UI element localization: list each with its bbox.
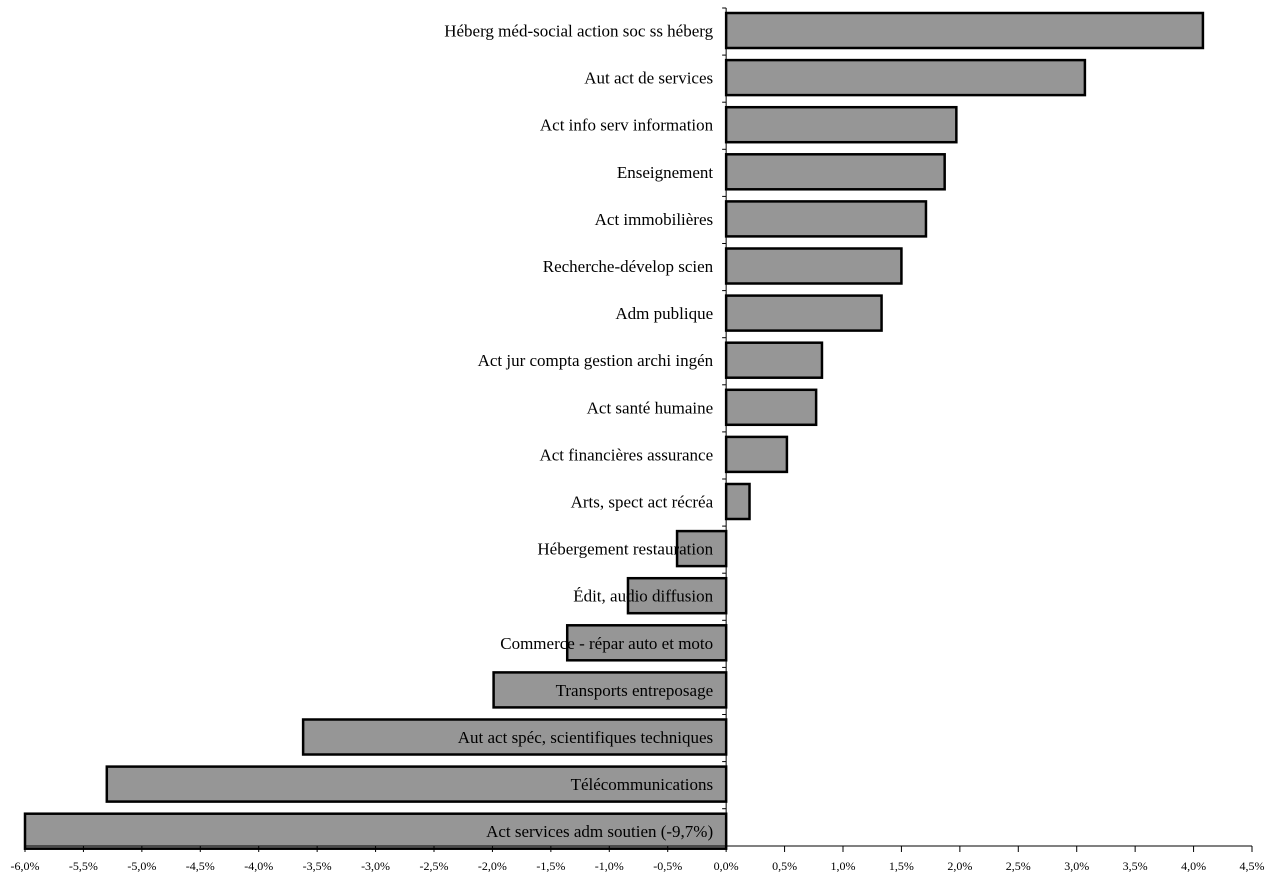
bar-8 (724, 341, 824, 379)
bar-1 (724, 11, 1205, 50)
bar-4 (724, 153, 946, 191)
x-tick-label: -4,0% (244, 859, 273, 873)
bar-7 (724, 294, 883, 332)
category-label: Act info serv information (540, 116, 714, 135)
x-tick-label: -5,5% (69, 859, 98, 873)
x-tick-label: 1,5% (889, 859, 914, 873)
category-labels-group: Héberg méd-social action soc ss héberg Au… (444, 22, 713, 842)
x-tick-label: -2,5% (420, 859, 449, 873)
x-tick-label: 3,5% (1123, 859, 1148, 873)
category-label: Act immobilières (595, 210, 714, 229)
x-tick-label: 4,5% (1240, 859, 1265, 873)
x-tick-label: -1,0% (595, 859, 624, 873)
category-label: Hébergement restauration (537, 540, 713, 559)
bar-16 (301, 718, 728, 756)
bar-5 (724, 200, 928, 238)
bar-3 (724, 105, 958, 144)
x-axis: -6,0% -5,5% -5,0% -4,5% -4,0% -3,5% -3,0% -2,5%… (11, 7, 1265, 873)
category-label: Commerce - répar auto et moto (500, 634, 713, 653)
x-tick-label: 0,0% (714, 859, 739, 873)
bar-9 (724, 388, 818, 427)
bar-12 (675, 529, 728, 568)
x-tick-label: -1,5% (536, 859, 565, 873)
category-label: Adm publique (615, 304, 713, 323)
bar-13 (626, 576, 728, 615)
x-tick-label: -3,0% (361, 859, 390, 873)
category-label: Act santé humaine (587, 398, 714, 417)
bar-6 (724, 247, 903, 285)
x-tick-label: 2,0% (947, 859, 972, 873)
category-label: Act services adm soutien (-9,7%) (486, 822, 713, 841)
x-tick-label: -5,0% (127, 859, 156, 873)
bar-17 (105, 765, 728, 803)
x-tick-label: -3,5% (303, 859, 332, 873)
category-label: Héberg méd-social action soc ss héberg (444, 22, 713, 41)
bar-11 (724, 482, 751, 521)
category-label: Recherche-dévelop scien (543, 257, 714, 276)
x-tick-label: -0,5% (653, 859, 682, 873)
x-tick-label: 0,5% (772, 859, 797, 873)
category-label: Aut act spéc, scientifiques techniques (458, 728, 713, 747)
x-tick-label: 3,0% (1064, 859, 1089, 873)
category-label: Édit, audio diffusion (573, 587, 713, 606)
x-tick-label: -4,5% (186, 859, 215, 873)
category-label: Act financières assurance (539, 445, 713, 464)
bar-2 (724, 58, 1087, 97)
x-tick-label: -2,0% (478, 859, 507, 873)
category-label: Télécommunications (571, 775, 714, 794)
category-label: Enseignement (617, 163, 714, 182)
x-tick-label: 2,5% (1006, 859, 1031, 873)
bars-group (23, 11, 1205, 850)
category-label: Arts, spect act récréa (571, 493, 714, 512)
x-tick-label: -6,0% (11, 859, 40, 873)
bar-10 (724, 435, 789, 474)
category-label: Aut act de services (584, 69, 713, 88)
bar-14 (565, 624, 728, 662)
category-label: Act jur compta gestion archi ingén (478, 351, 714, 370)
category-label: Transports entreposage (556, 681, 714, 700)
x-tick-label: 4,0% (1181, 859, 1206, 873)
x-tick-label: 1,0% (831, 859, 856, 873)
